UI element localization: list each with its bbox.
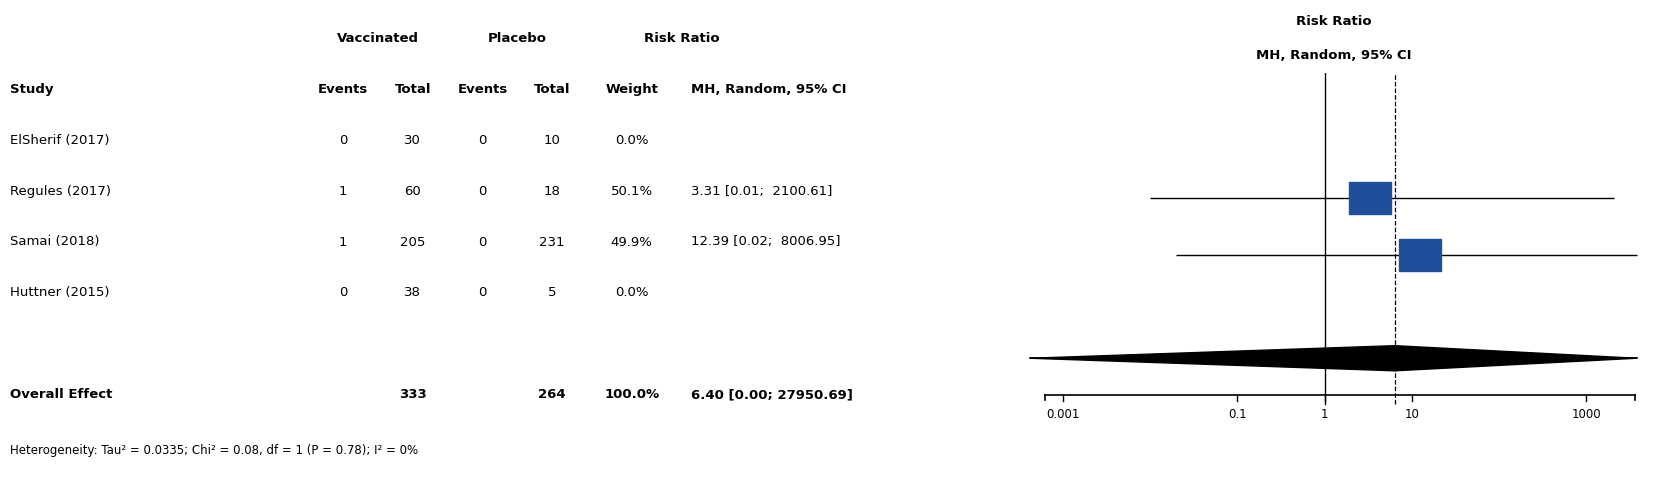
Text: 18: 18 [543,185,560,197]
Text: Samai (2018): Samai (2018) [10,236,99,248]
Text: 30: 30 [405,134,421,147]
Text: 1: 1 [1321,408,1328,421]
Text: Weight: Weight [605,83,659,96]
Text: 3.31 [0.01;  2100.61]: 3.31 [0.01; 2100.61] [692,185,833,197]
Text: 333: 333 [400,388,426,401]
Text: 264: 264 [538,388,565,401]
Text: 0.0%: 0.0% [615,287,649,299]
Text: Risk Ratio: Risk Ratio [1296,15,1371,28]
Text: 1000: 1000 [1572,408,1600,421]
Text: Regules (2017): Regules (2017) [10,185,110,197]
Text: 12.39 [0.02;  8006.95]: 12.39 [0.02; 8006.95] [692,236,841,248]
Text: 10: 10 [1404,408,1420,421]
Text: Events: Events [458,83,508,96]
Text: 38: 38 [405,287,421,299]
Text: Total: Total [533,83,570,96]
Text: ElSherif (2017): ElSherif (2017) [10,134,109,147]
Text: 1: 1 [339,236,348,248]
Text: Events: Events [318,83,368,96]
Text: 0.001: 0.001 [1047,408,1080,421]
Text: Study: Study [10,83,54,96]
Text: 0: 0 [478,185,487,197]
Polygon shape [1399,240,1441,272]
Text: Heterogeneity: Tau² = 0.0335; Chi² = 0.08, df = 1 (P = 0.78); I² = 0%: Heterogeneity: Tau² = 0.0335; Chi² = 0.0… [10,444,418,457]
Text: Placebo: Placebo [488,32,547,45]
Text: Risk Ratio: Risk Ratio [644,32,719,45]
Text: 0: 0 [478,287,487,299]
Text: 100.0%: 100.0% [604,388,659,401]
Text: 49.9%: 49.9% [610,236,652,248]
Text: 0.1: 0.1 [1227,408,1247,421]
Text: Huttner (2015): Huttner (2015) [10,287,109,299]
Text: 60: 60 [405,185,421,197]
Text: 5: 5 [548,287,557,299]
Text: 205: 205 [400,236,426,248]
Text: Overall Effect: Overall Effect [10,388,112,401]
Text: 0.0%: 0.0% [615,134,649,147]
Text: 231: 231 [540,236,565,248]
Text: 1: 1 [339,185,348,197]
Text: Vaccinated: Vaccinated [338,32,420,45]
Text: 0: 0 [478,134,487,147]
Text: MH, Random, 95% CI: MH, Random, 95% CI [1256,49,1411,62]
Polygon shape [1349,182,1391,214]
Text: 50.1%: 50.1% [610,185,652,197]
Text: MH, Random, 95% CI: MH, Random, 95% CI [692,83,848,96]
Text: 10: 10 [543,134,560,147]
Text: Total: Total [395,83,431,96]
Text: 0: 0 [339,287,348,299]
Text: 0: 0 [478,236,487,248]
Text: 6.40 [0.00; 27950.69]: 6.40 [0.00; 27950.69] [692,388,853,401]
Polygon shape [1030,346,1637,371]
Text: 0: 0 [339,134,348,147]
